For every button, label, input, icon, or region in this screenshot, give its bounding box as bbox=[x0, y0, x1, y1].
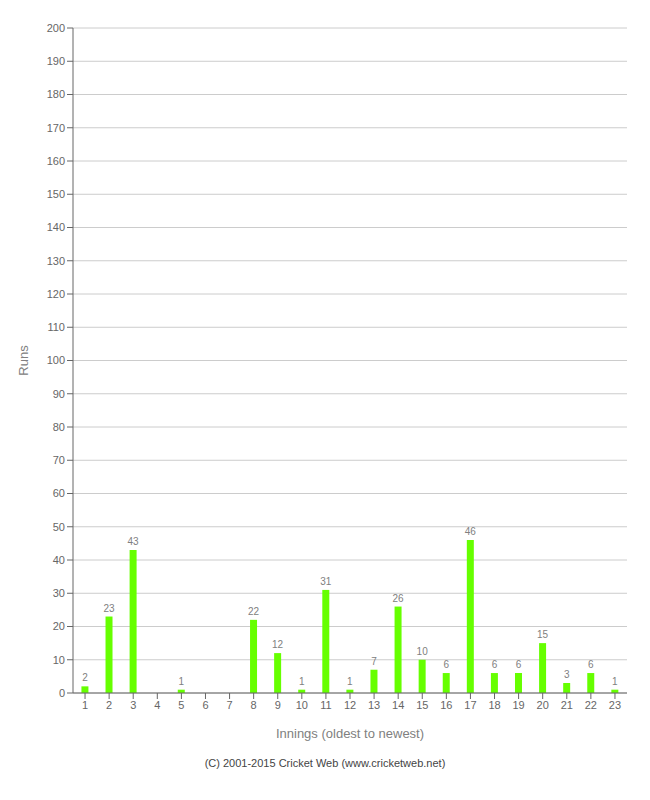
svg-text:1: 1 bbox=[299, 676, 305, 687]
svg-text:15: 15 bbox=[416, 699, 428, 711]
svg-text:6: 6 bbox=[202, 699, 208, 711]
svg-text:5: 5 bbox=[178, 699, 184, 711]
svg-text:12: 12 bbox=[272, 639, 284, 650]
svg-text:2: 2 bbox=[106, 699, 112, 711]
svg-text:70: 70 bbox=[53, 454, 65, 466]
svg-text:4: 4 bbox=[154, 699, 160, 711]
svg-text:15: 15 bbox=[537, 629, 549, 640]
svg-text:21: 21 bbox=[561, 699, 573, 711]
svg-text:43: 43 bbox=[128, 536, 140, 547]
svg-text:10: 10 bbox=[417, 646, 429, 657]
svg-text:30: 30 bbox=[53, 587, 65, 599]
svg-text:1: 1 bbox=[82, 699, 88, 711]
svg-text:11: 11 bbox=[320, 699, 331, 711]
svg-text:0: 0 bbox=[59, 687, 65, 699]
svg-text:190: 190 bbox=[47, 55, 65, 67]
svg-text:6: 6 bbox=[588, 659, 594, 670]
svg-text:1: 1 bbox=[612, 676, 618, 687]
svg-text:22: 22 bbox=[248, 606, 260, 617]
svg-text:20: 20 bbox=[537, 699, 549, 711]
svg-text:12: 12 bbox=[344, 699, 356, 711]
svg-text:1: 1 bbox=[178, 676, 184, 687]
svg-text:3: 3 bbox=[564, 669, 570, 680]
svg-text:180: 180 bbox=[47, 88, 65, 100]
svg-text:13: 13 bbox=[368, 699, 380, 711]
svg-text:140: 140 bbox=[47, 221, 65, 233]
svg-text:10: 10 bbox=[53, 654, 65, 666]
svg-text:6: 6 bbox=[492, 659, 498, 670]
svg-text:10: 10 bbox=[296, 699, 308, 711]
svg-text:20: 20 bbox=[53, 620, 65, 632]
svg-text:17: 17 bbox=[464, 699, 476, 711]
svg-text:46: 46 bbox=[465, 526, 477, 537]
svg-text:22: 22 bbox=[585, 699, 597, 711]
svg-text:1: 1 bbox=[347, 676, 353, 687]
svg-text:Innings (oldest to newest): Innings (oldest to newest) bbox=[276, 726, 424, 741]
svg-text:23: 23 bbox=[103, 603, 115, 614]
svg-text:14: 14 bbox=[392, 699, 404, 711]
svg-text:23: 23 bbox=[609, 699, 621, 711]
svg-text:100: 100 bbox=[47, 354, 65, 366]
svg-text:9: 9 bbox=[275, 699, 281, 711]
svg-text:7: 7 bbox=[227, 699, 233, 711]
svg-text:160: 160 bbox=[47, 155, 65, 167]
svg-text:6: 6 bbox=[443, 659, 449, 670]
svg-text:170: 170 bbox=[47, 122, 65, 134]
svg-text:18: 18 bbox=[488, 699, 500, 711]
svg-text:19: 19 bbox=[512, 699, 524, 711]
svg-text:3: 3 bbox=[130, 699, 136, 711]
svg-text:60: 60 bbox=[53, 487, 65, 499]
svg-text:50: 50 bbox=[53, 521, 65, 533]
svg-text:130: 130 bbox=[47, 255, 65, 267]
svg-text:150: 150 bbox=[47, 188, 65, 200]
svg-text:110: 110 bbox=[47, 321, 65, 333]
svg-text:120: 120 bbox=[47, 288, 65, 300]
svg-text:Runs: Runs bbox=[16, 345, 31, 376]
svg-text:26: 26 bbox=[392, 593, 404, 604]
svg-text:2: 2 bbox=[82, 672, 88, 683]
svg-text:40: 40 bbox=[53, 554, 65, 566]
html-text:(C) 2001-2015 Cricket Web (www: (C) 2001-2015 Cricket Web (www.cricketwe… bbox=[204, 757, 446, 769]
svg-text:7: 7 bbox=[371, 656, 377, 667]
svg-text:80: 80 bbox=[53, 421, 65, 433]
svg-text:8: 8 bbox=[251, 699, 257, 711]
svg-text:31: 31 bbox=[320, 576, 332, 587]
svg-text:16: 16 bbox=[440, 699, 452, 711]
svg-text:6: 6 bbox=[516, 659, 522, 670]
svg-text:90: 90 bbox=[53, 388, 65, 400]
svg-text:200: 200 bbox=[47, 22, 65, 34]
